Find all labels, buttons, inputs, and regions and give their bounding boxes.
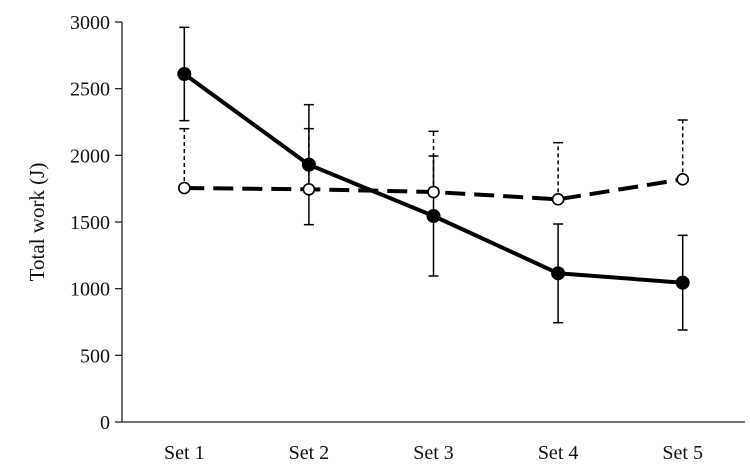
data-point	[302, 183, 316, 196]
x-tick-label: Set 4	[538, 442, 579, 464]
x-tick-label: Set 2	[289, 442, 330, 464]
data-point	[427, 185, 440, 199]
data-point	[426, 209, 441, 223]
data-point	[551, 266, 566, 281]
y-axis-ticks: 0 500 1000 1500 2000 2500 3000	[70, 12, 122, 434]
y-tick-label: 1000	[70, 279, 110, 301]
data-point	[675, 275, 690, 290]
data-point	[301, 157, 316, 172]
y-tick-label: 2000	[70, 145, 110, 167]
y-axis-title: Total work (J)	[25, 163, 49, 282]
x-tick-label: Set 1	[164, 442, 205, 464]
data-point	[551, 193, 565, 206]
y-tick-label: 1500	[70, 212, 110, 234]
error-bars	[179, 26, 688, 331]
x-tick-label: Set 5	[662, 442, 703, 464]
x-axis-ticks: Set 1 Set 2 Set 3 Set 4 Set 5	[164, 442, 703, 464]
y-tick-label: 2500	[70, 79, 110, 101]
x-tick-label: Set 3	[413, 442, 454, 464]
data-point	[177, 67, 192, 81]
y-tick-label: 0	[100, 412, 110, 434]
data-point	[178, 181, 191, 195]
y-tick-label: 500	[80, 345, 110, 367]
series-markers	[177, 67, 690, 290]
data-point	[676, 173, 690, 186]
y-tick-label: 3000	[70, 12, 110, 34]
